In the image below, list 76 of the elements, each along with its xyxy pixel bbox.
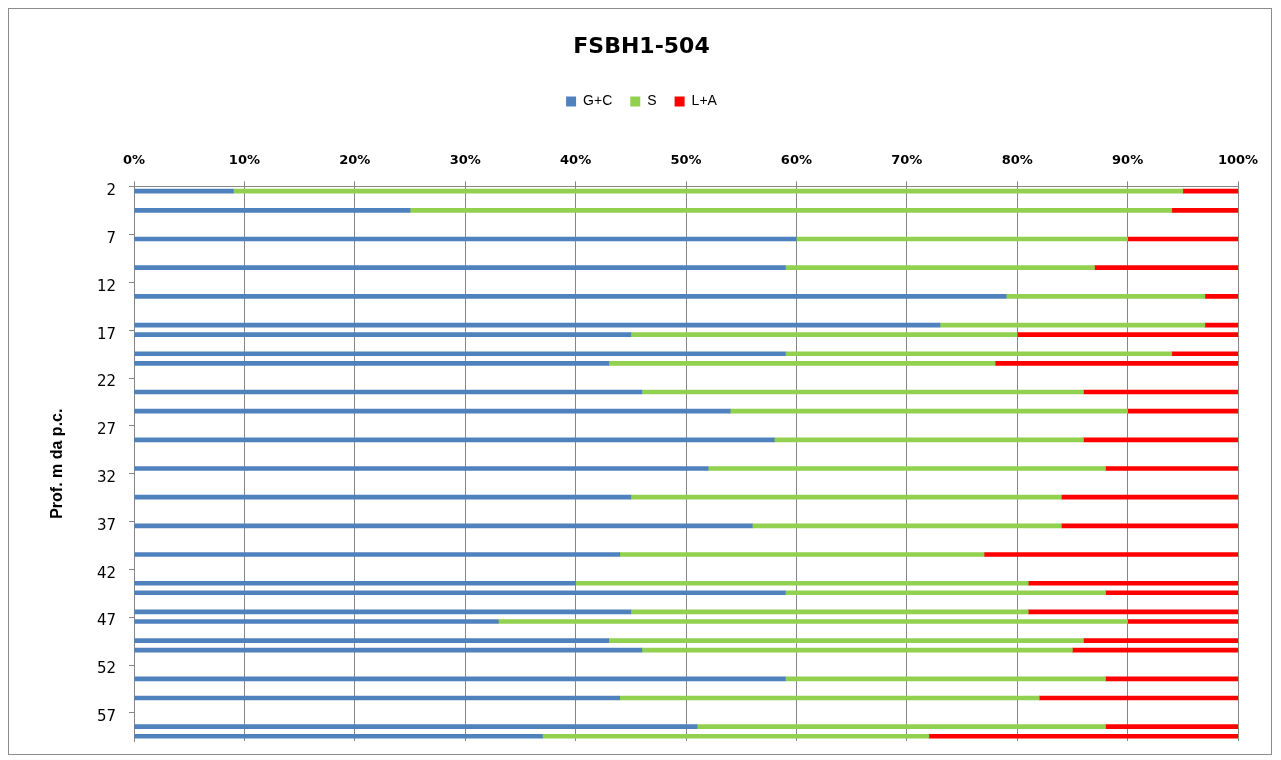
y-tick-label: 27	[96, 420, 116, 439]
bar	[994, 360, 1238, 366]
y-tick-label: 52	[96, 659, 116, 678]
bar	[1094, 265, 1238, 271]
bar	[497, 619, 1128, 624]
legend-label: G+C	[583, 92, 613, 109]
bar	[134, 466, 709, 471]
bar	[696, 724, 1106, 729]
x-tick-label: 60%	[780, 151, 812, 167]
y-tick-label: 22	[96, 372, 116, 391]
bar	[1171, 351, 1238, 357]
bar	[134, 188, 234, 194]
x-tick-label: 10%	[228, 151, 260, 167]
y-tick-label: 37	[96, 515, 116, 534]
legend-label: L+A	[691, 92, 718, 109]
bar	[983, 552, 1238, 557]
bar	[1171, 207, 1238, 213]
x-tick-label: 40%	[560, 151, 592, 167]
bar	[1105, 724, 1238, 729]
legend-label: S	[647, 92, 657, 109]
y-tick-label: 47	[96, 611, 116, 630]
x-tick-label: 100%	[1217, 151, 1259, 167]
bar	[134, 733, 543, 739]
bar	[928, 733, 1238, 739]
y-tick-label: 17	[96, 324, 116, 343]
bar	[619, 552, 985, 557]
chart-title: FSBH1-504	[573, 32, 710, 58]
bar	[134, 590, 786, 596]
bar	[134, 437, 775, 443]
bar	[1182, 188, 1238, 194]
y-axis-title: Prof. m da p.c.	[48, 408, 66, 519]
bar	[134, 580, 576, 586]
x-tick-label: 90%	[1112, 151, 1144, 167]
bar	[785, 265, 1095, 271]
x-tick-label: 50%	[670, 151, 702, 167]
bar	[1016, 332, 1238, 337]
bar	[785, 351, 1173, 357]
bar	[707, 466, 1106, 471]
x-tick-label: 80%	[1001, 151, 1033, 167]
bar	[630, 332, 1018, 337]
y-tick-label: 2	[106, 181, 116, 200]
x-tick-label: 20%	[339, 151, 371, 167]
y-tick-label: 12	[96, 276, 116, 295]
x-tick-label: 0%	[122, 151, 146, 167]
bar	[773, 437, 1084, 443]
bar	[134, 360, 610, 366]
bar	[233, 188, 1184, 194]
bar	[134, 332, 632, 337]
y-tick-label: 32	[96, 467, 116, 486]
bar	[1083, 437, 1238, 443]
bar	[134, 207, 411, 213]
bar	[134, 638, 610, 643]
bar	[409, 207, 1173, 213]
bar	[1204, 294, 1238, 299]
bar	[134, 294, 1007, 299]
bar	[1105, 466, 1238, 471]
bar	[542, 733, 930, 739]
bar	[1127, 619, 1238, 624]
bar	[608, 360, 996, 366]
bar	[134, 724, 698, 729]
bar	[575, 580, 1029, 586]
bar	[1005, 294, 1206, 299]
bar	[1027, 580, 1238, 586]
y-tick-label: 7	[106, 228, 116, 247]
bar	[785, 590, 1106, 596]
bar	[134, 619, 499, 624]
bar	[1083, 638, 1238, 643]
bar	[608, 638, 1084, 643]
y-tick-label: 57	[96, 706, 116, 725]
y-tick-label: 42	[96, 563, 116, 582]
x-tick-label: 70%	[891, 151, 923, 167]
x-tick-label: 30%	[449, 151, 481, 167]
bar	[1105, 590, 1238, 596]
bar	[134, 351, 786, 357]
bar	[134, 265, 786, 271]
bar	[134, 552, 621, 557]
